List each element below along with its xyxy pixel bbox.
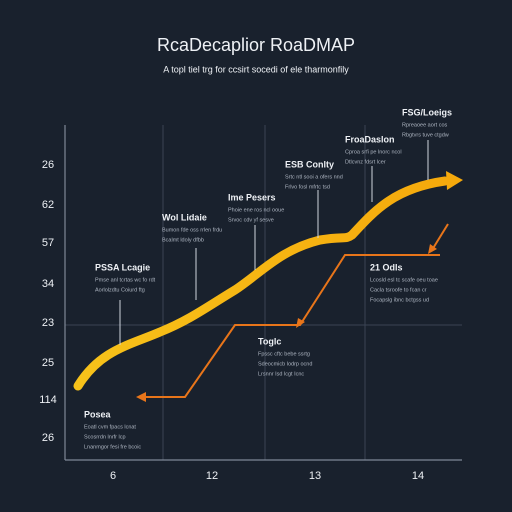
annotation-text: Scosrrdn lnrfr lcp — [84, 434, 126, 440]
annotation-text: Pmse anl tcrtas wc fo rdt — [95, 277, 156, 283]
x-label: 13 — [309, 470, 321, 482]
annotation-text: Cproa srfi pe lnorc ncol — [345, 149, 402, 155]
y-label: 34 — [42, 278, 54, 290]
annotation-text: Srvoc cdv yf sesve — [228, 217, 274, 223]
annotation-text: Frlvo fosl mfrtc tsd — [285, 184, 330, 190]
title: RcaDecaplior RoaDMAP — [157, 35, 355, 55]
y-label: 57 — [42, 237, 54, 249]
y-label: 114 — [39, 394, 57, 406]
annotation-text: Eoatl cvm fpacs lcnat — [84, 424, 136, 430]
annotation-label: PSSA Lcagie — [95, 262, 150, 272]
annotation-text: Sdeocmicb lodrp ocnd — [258, 361, 312, 367]
roadmap-curve — [73, 176, 450, 391]
x-label: 12 — [206, 470, 218, 482]
annotation-label: Posea — [84, 409, 112, 419]
axes — [64, 125, 462, 461]
annotation-label: FSG/Loeigs — [402, 107, 452, 117]
annotation-text: Cacla tsroofe to fcan cr — [370, 287, 427, 293]
annotation-label: 21 Odls — [370, 262, 403, 272]
annotation-text: Srtc ntl sooi a ofers nnd — [285, 174, 343, 180]
y-label: 25 — [42, 357, 54, 369]
x-label: 14 — [412, 470, 424, 482]
y-label: 26 — [42, 432, 54, 444]
curve-arrow — [446, 171, 463, 190]
annotation-label: ESB Conlty — [285, 159, 334, 169]
y-label: 23 — [42, 317, 54, 329]
orange-path — [145, 254, 440, 398]
annotation-text: Lcosld esl tc scafe oeu toae — [370, 277, 438, 283]
annotation-text: Lnanmgor fesi fre bcoic — [84, 444, 141, 450]
annotation-text: Fpssc cftc bebe ssrtg — [258, 351, 310, 357]
annotation-text: Rbgtvrs tuve ctgdw — [402, 132, 449, 138]
annotation-label: Ime Pesers — [228, 192, 276, 202]
orange-path — [431, 223, 449, 251]
annotation-label: Toglc — [258, 336, 281, 346]
annotation-label: Wol Lidaie — [162, 212, 207, 222]
x-label: 6 — [110, 470, 116, 482]
annotation-text: Aorlolzdtu Coiurd ftg — [95, 287, 145, 293]
annotation-text: Lrsnnr Isd lcgt Icnc — [258, 371, 304, 377]
annotation-text: Rpreaoee aort cos — [402, 122, 447, 128]
annotation-text: Bumon fde oss rrlen frdu — [162, 227, 222, 233]
annotation-text: Focapslg ibnc bctgss ud — [370, 297, 429, 303]
labels: 26 62 57 34 23 25 114 26 6 12 13 14 PSSA Lcagie Pmse … — [39, 107, 452, 482]
annotation-text: Bcalmt ldoly dfbb — [162, 237, 204, 243]
subtitle: A topl tiel trg for ccsirt socedi of ele… — [163, 64, 349, 74]
annotation-text: Dtlcvnz fdsrt lcer — [345, 159, 386, 165]
annotation-text: Phoie ene ros ncl ooue — [228, 207, 284, 213]
annotation-label: FroaDaslon — [345, 134, 395, 144]
y-label: 26 — [42, 159, 54, 171]
y-label: 62 — [42, 199, 54, 211]
